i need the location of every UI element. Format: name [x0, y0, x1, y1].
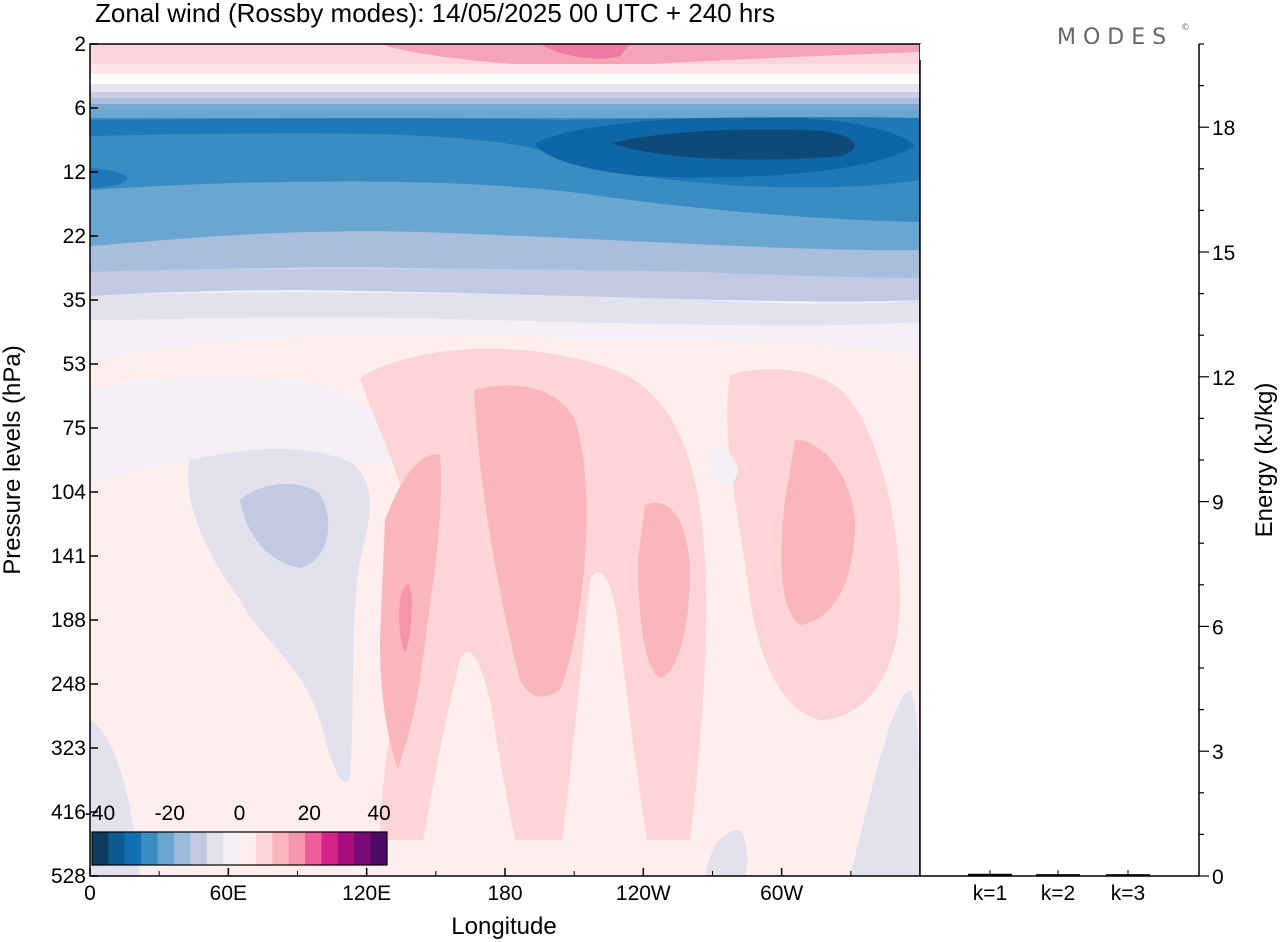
y-tick-label: 12 [63, 161, 86, 184]
colorbar-swatch [354, 832, 372, 865]
colorbar-label: 0 [234, 802, 246, 825]
energy-tick-label: 18 [1212, 117, 1235, 140]
energy-bar-label: k=1 [973, 882, 1007, 905]
energy-tick-label: 6 [1212, 616, 1224, 639]
energy-axis-label: Energy (kJ/kg) [1251, 383, 1278, 538]
colorbar-swatch [239, 832, 257, 865]
energy-bar-label: k=3 [1111, 882, 1145, 905]
y-axis-label: Pressure levels (hPa) [0, 345, 26, 574]
energy-tick-label: 15 [1212, 242, 1235, 265]
colorbar-swatch [255, 832, 273, 865]
colorbar [91, 831, 388, 866]
x-axis: 0 60E 120E 180 120W 60W [84, 868, 852, 905]
y-axis: 2 6 12 22 35 53 75 104 141 188 248 323 416 528 [51, 33, 98, 888]
y-tick-label: 416 [51, 801, 86, 824]
x-tick-label: 180 [487, 882, 522, 905]
chart-title: Zonal wind (Rossby modes): 14/05/2025 00… [95, 0, 775, 28]
x-tick-label: 0 [84, 882, 96, 905]
colorbar-swatch [305, 832, 322, 865]
y-tick-label: 104 [51, 481, 86, 504]
x-tick-label: 120W [616, 882, 671, 905]
colorbar-swatch [337, 832, 355, 865]
y-tick-label: 35 [63, 289, 86, 312]
energy-axis: 0 3 6 9 12 15 18 [1199, 43, 1235, 889]
y-tick-label: 141 [51, 545, 86, 568]
colorbar-label: -40 [85, 802, 115, 825]
colorbar-swatch [92, 832, 109, 865]
x-tick-label: 120E [342, 882, 391, 905]
energy-tick-label: 3 [1212, 741, 1224, 764]
y-tick-label: 75 [63, 417, 86, 440]
x-tick-label: 60E [210, 882, 247, 905]
colorbar-swatch [288, 832, 306, 865]
zonal-wind-field [90, 44, 920, 876]
y-tick-label: 2 [74, 33, 86, 56]
x-tick-label: 60W [760, 882, 803, 905]
x-axis-label: Longitude [451, 913, 556, 940]
y-tick-label: 53 [63, 353, 86, 376]
y-tick-label: 528 [51, 865, 86, 888]
y-tick-label: 6 [74, 97, 86, 120]
energy-tick-label: 9 [1212, 492, 1224, 515]
colorbar-swatch [321, 832, 339, 865]
y-tick-label: 22 [63, 225, 86, 248]
y-tick-label: 188 [51, 609, 86, 632]
colorbar-swatch [370, 832, 388, 865]
colorbar-swatch [108, 832, 126, 865]
colorbar-labels: -40 -20 0 20 40 [85, 802, 391, 825]
energy-bar-label: k=2 [1041, 882, 1075, 905]
energy-panel [920, 44, 1199, 876]
svg-text:©: © [1181, 23, 1190, 33]
energy-tick-label: 0 [1212, 866, 1224, 889]
colorbar-swatch [272, 832, 290, 865]
colorbar-label: -20 [155, 802, 185, 825]
colorbar-swatch [157, 832, 175, 865]
colorbar-label: 20 [298, 802, 321, 825]
colorbar-label: 40 [367, 802, 390, 825]
colorbar-swatch [206, 832, 224, 865]
colorbar-swatch [190, 832, 208, 865]
colorbar-swatch [124, 832, 142, 865]
y-tick-label: 248 [51, 673, 86, 696]
energy-bars: k=1 k=2 k=3 [968, 870, 1150, 905]
colorbar-swatch [141, 832, 159, 865]
energy-tick-label: 12 [1212, 367, 1235, 390]
colorbar-swatch [173, 832, 191, 865]
y-tick-label: 323 [51, 737, 86, 760]
colorbar-swatch [223, 832, 240, 865]
